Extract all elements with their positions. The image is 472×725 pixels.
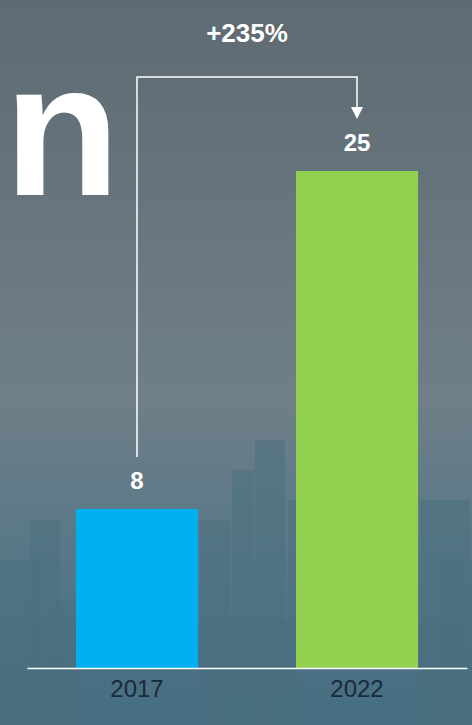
- tick-label: 2022: [330, 675, 383, 702]
- chart: n 2017 2022 8 25 +235%: [0, 0, 472, 725]
- data-label: 25: [344, 129, 371, 156]
- data-label: 8: [130, 467, 143, 494]
- tick: 2017: [110, 675, 163, 702]
- bar: [76, 509, 198, 668]
- title: n: [4, 23, 120, 235]
- background: [0, 0, 472, 725]
- data-labels: 8 25: [130, 129, 370, 494]
- tick: 2022: [330, 675, 383, 702]
- bracket-line: [137, 77, 357, 457]
- bar: [296, 171, 418, 668]
- axis-line: [28, 668, 468, 670]
- x-axis: 2017 2022: [28, 669, 468, 703]
- arrow-head: [351, 107, 363, 119]
- annotation: +235%: [206, 18, 288, 48]
- tick-label: 2017: [110, 675, 163, 702]
- bracket: [137, 77, 363, 457]
- bars: [76, 171, 418, 668]
